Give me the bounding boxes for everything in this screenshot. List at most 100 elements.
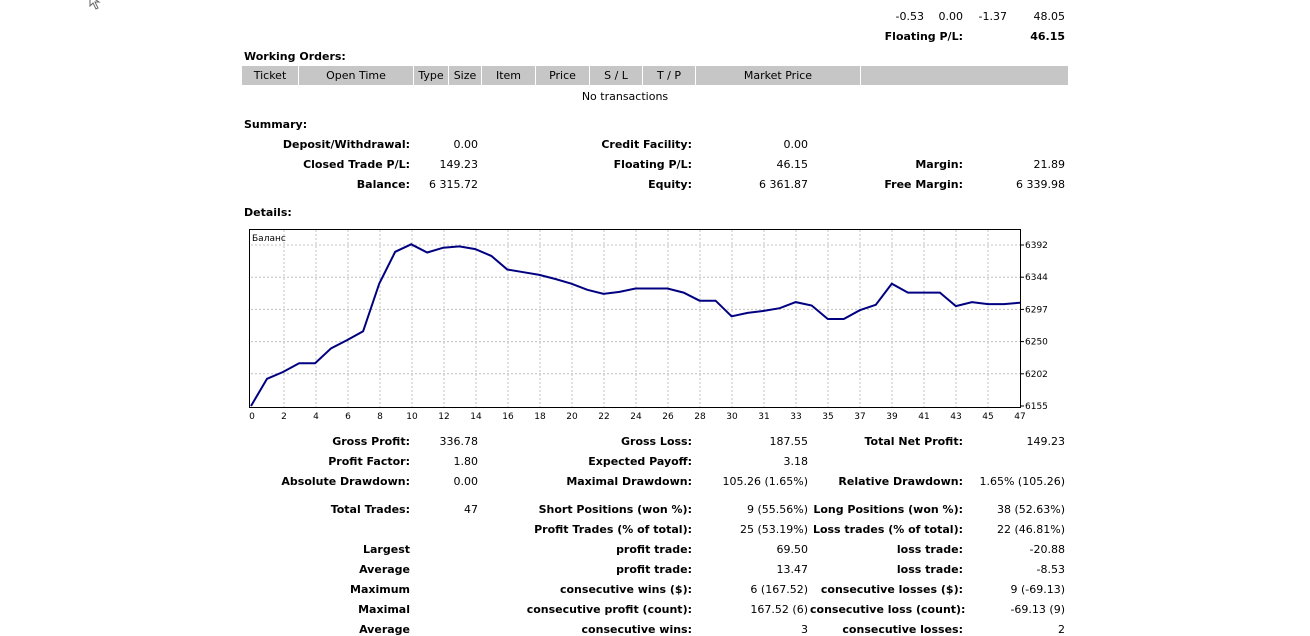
y-tick-label: 6250 bbox=[1025, 338, 1048, 348]
avg-cons-losses-value: 2 bbox=[1058, 623, 1065, 636]
relative-dd-label: Relative Drawdown: bbox=[838, 475, 963, 488]
average-label: Average bbox=[359, 563, 410, 576]
avg-cons-losses-label: consecutive losses: bbox=[842, 623, 963, 636]
balance-value: 6 315.72 bbox=[429, 178, 478, 191]
x-tick-label: 6 bbox=[345, 412, 351, 422]
open-position-value-1: -0.53 bbox=[895, 10, 924, 23]
max-cons-wins-label: consecutive wins ($): bbox=[559, 583, 692, 596]
x-tick-label: 22 bbox=[598, 412, 609, 422]
loss-trades-label: Loss trades (% of total): bbox=[812, 523, 963, 536]
balance-series-line bbox=[250, 243, 1021, 407]
profit-trades-value: 25 (53.19%) bbox=[739, 523, 808, 536]
deposit-value: 0.00 bbox=[453, 138, 479, 151]
largest-profit-label: profit trade: bbox=[616, 543, 692, 556]
deposit-label: Deposit/Withdrawal: bbox=[282, 138, 410, 151]
x-tick-label: 0 bbox=[249, 412, 255, 422]
expected-payoff-label: Expected Payoff: bbox=[588, 455, 692, 468]
free-margin-value: 6 339.98 bbox=[1016, 178, 1065, 191]
summary-title: Summary: bbox=[244, 118, 308, 131]
profit-factor-label: Profit Factor: bbox=[328, 455, 410, 468]
col-market-price: Market Price bbox=[696, 66, 861, 85]
expected-payoff-value: 3.18 bbox=[783, 455, 809, 468]
maximal-dd-label: Maximal Drawdown: bbox=[566, 475, 692, 488]
x-tick-label: 30 bbox=[726, 412, 738, 422]
x-tick-label: 28 bbox=[694, 412, 706, 422]
floating-pl-label: Floating P/L: bbox=[884, 30, 963, 43]
gross-profit-label: Gross Profit: bbox=[332, 435, 410, 448]
margin-value: 21.89 bbox=[1033, 158, 1066, 171]
working-orders-title: Working Orders: bbox=[244, 50, 346, 63]
x-tick-label: 8 bbox=[377, 412, 383, 422]
maximum-label: Maximum bbox=[350, 583, 410, 596]
col-empty bbox=[861, 66, 1068, 85]
no-transactions-text: No transactions bbox=[581, 90, 669, 103]
maximal-label: Maximal bbox=[358, 603, 410, 616]
x-tick-label: 18 bbox=[534, 412, 546, 422]
x-tick-label: 43 bbox=[950, 412, 961, 422]
x-tick-label: 16 bbox=[502, 412, 514, 422]
total-net-label: Total Net Profit: bbox=[864, 435, 964, 448]
x-tick-label: 10 bbox=[406, 412, 418, 422]
gross-profit-value: 336.78 bbox=[439, 435, 479, 448]
absolute-dd-label: Absolute Drawdown: bbox=[281, 475, 410, 488]
x-tick-label: 45 bbox=[982, 412, 993, 422]
profit-trades-label: Profit Trades (% of total): bbox=[534, 523, 692, 536]
closed-pl-label: Closed Trade P/L: bbox=[303, 158, 410, 171]
short-positions-value: 9 (55.56%) bbox=[746, 503, 808, 516]
floating-pl-value: 46.15 bbox=[1030, 30, 1065, 43]
working-orders-header: Ticket Open Time Type Size Item Price S … bbox=[242, 66, 1068, 85]
equity-value: 6 361.87 bbox=[759, 178, 808, 191]
open-position-value-2: 0.00 bbox=[938, 10, 964, 23]
free-margin-label: Free Margin: bbox=[884, 178, 963, 191]
col-open-time: Open Time bbox=[299, 66, 414, 85]
balance-label: Balance: bbox=[356, 178, 410, 191]
long-positions-value: 38 (52.63%) bbox=[996, 503, 1065, 516]
x-tick-label: 33 bbox=[790, 412, 801, 422]
y-tick-label: 6297 bbox=[1025, 305, 1048, 315]
col-tp: T / P bbox=[643, 66, 696, 85]
profit-factor-value: 1.80 bbox=[453, 455, 479, 468]
gross-loss-value: 187.55 bbox=[769, 435, 809, 448]
maximal-cons-loss-label: consecutive loss (count): bbox=[810, 603, 966, 616]
y-tick-label: 6155 bbox=[1025, 402, 1048, 412]
total-net-value: 149.23 bbox=[1026, 435, 1066, 448]
relative-dd-value: 1.65% (105.26) bbox=[979, 475, 1065, 488]
chart-title: Баланс bbox=[252, 234, 286, 244]
x-tick-label: 2 bbox=[281, 412, 287, 422]
total-trades-value: 47 bbox=[464, 503, 478, 516]
x-tick-label: 24 bbox=[630, 412, 642, 422]
maximal-dd-value: 105.26 (1.65%) bbox=[722, 475, 808, 488]
loss-trades-value: 22 (46.81%) bbox=[996, 523, 1065, 536]
average-loss-value: -8.53 bbox=[1036, 563, 1065, 576]
open-position-value-3: -1.37 bbox=[978, 10, 1007, 23]
col-sl: S / L bbox=[590, 66, 643, 85]
largest-profit-value: 69.50 bbox=[776, 543, 809, 556]
balance-chart: Баланс 0 2 4 6 8 10 12 14 16 18 20 22 24 26 28 30 31 33 35… bbox=[249, 230, 1048, 422]
col-type: Type bbox=[414, 66, 449, 85]
largest-label: Largest bbox=[363, 543, 410, 556]
x-tick-label: 12 bbox=[438, 412, 449, 422]
summary-floating-value: 46.15 bbox=[776, 158, 809, 171]
credit-label: Credit Facility: bbox=[601, 138, 692, 151]
summary-floating-label: Floating P/L: bbox=[613, 158, 692, 171]
margin-label: Margin: bbox=[915, 158, 963, 171]
closed-pl-value: 149.23 bbox=[439, 158, 479, 171]
col-ticket: Ticket bbox=[242, 66, 299, 85]
largest-loss-label: loss trade: bbox=[896, 543, 963, 556]
average-profit-value: 13.47 bbox=[776, 563, 809, 576]
x-tick-label: 39 bbox=[886, 412, 898, 422]
col-item: Item bbox=[482, 66, 536, 85]
largest-loss-value: -20.88 bbox=[1029, 543, 1065, 556]
x-tick-label: 26 bbox=[662, 412, 674, 422]
max-cons-losses-value: 9 (-69.13) bbox=[1010, 583, 1065, 596]
x-tick-label: 35 bbox=[822, 412, 833, 422]
average2-label: Average bbox=[359, 623, 410, 636]
x-tick-label: 14 bbox=[470, 412, 482, 422]
max-cons-wins-value: 6 (167.52) bbox=[750, 583, 808, 596]
max-cons-losses-label: consecutive losses ($): bbox=[820, 583, 963, 596]
open-position-value-4: 48.05 bbox=[1033, 10, 1066, 23]
equity-label: Equity: bbox=[648, 178, 692, 191]
x-tick-label: 41 bbox=[918, 412, 929, 422]
y-tick-label: 6392 bbox=[1025, 241, 1048, 251]
x-tick-label: 47 bbox=[1014, 412, 1025, 422]
